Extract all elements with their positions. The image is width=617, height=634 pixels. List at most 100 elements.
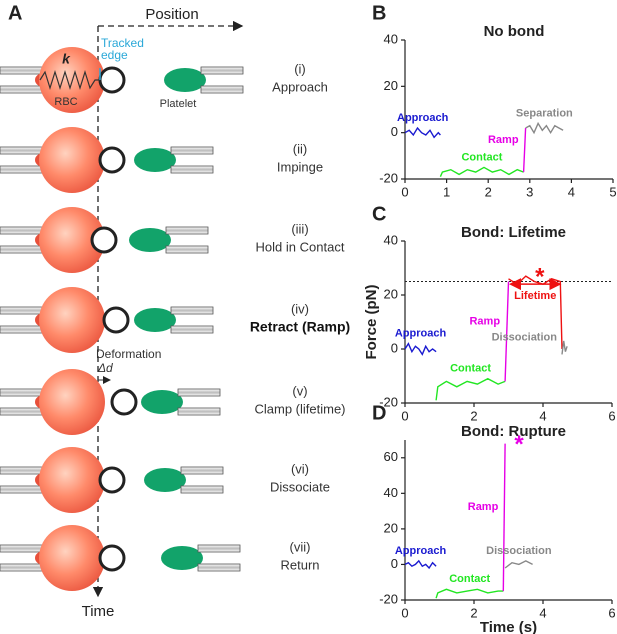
step-number: (v): [292, 383, 307, 398]
y-tick-label: 40: [384, 232, 398, 247]
pipette: [180, 466, 224, 475]
series-label: Dissociation: [486, 545, 552, 557]
platelet: [141, 390, 183, 414]
step-number: (ii): [293, 141, 307, 156]
series-label: Separation: [516, 107, 573, 119]
pipette: [0, 544, 43, 553]
step-label: Approach: [272, 79, 328, 94]
series-label: Approach: [397, 112, 449, 124]
x-axis-label: Time (s): [480, 619, 537, 634]
pipette: [180, 485, 224, 494]
pipette: [0, 466, 43, 475]
rbc: [39, 447, 105, 513]
pipette: [0, 485, 43, 494]
series-label: Approach: [395, 545, 447, 557]
platelet: [164, 68, 206, 92]
y-tick-label: -20: [379, 170, 398, 185]
force-trace: [439, 166, 524, 177]
spring-label: k: [62, 51, 71, 67]
x-tick-label: 2: [470, 605, 477, 620]
pipette: [170, 306, 214, 315]
step-label: Clamp (lifetime): [254, 401, 345, 416]
y-tick-label: 40: [384, 485, 398, 500]
pipette: [0, 146, 43, 155]
step-number: (vii): [290, 539, 311, 554]
platelet: [134, 308, 176, 332]
delta-label: Δd: [97, 361, 113, 375]
rbc: [39, 127, 105, 193]
pipette: [0, 226, 43, 235]
pipette: [165, 245, 209, 254]
y-tick-label: -20: [379, 394, 398, 409]
pipette: [0, 563, 43, 572]
pipette: [177, 407, 221, 416]
y-tick-label: 20: [384, 286, 398, 301]
panel-label: D: [372, 402, 386, 424]
x-tick-label: 5: [609, 184, 616, 199]
pipette: [0, 306, 43, 315]
platelet-label: Platelet: [160, 98, 197, 110]
force-trace: [435, 377, 506, 401]
y-axis-label: Force (pN): [363, 284, 380, 359]
y-tick-label: 0: [391, 556, 398, 571]
tracked-edge-label: edge: [101, 48, 128, 62]
rbc-label: RBC: [54, 96, 77, 108]
bead: [98, 146, 126, 174]
tracked-edge-label: Tracked: [101, 36, 144, 50]
series-label: Contact: [450, 363, 491, 375]
x-tick-label: 2: [485, 184, 492, 199]
step-label: Return: [280, 557, 319, 572]
x-tick-label: 3: [526, 184, 533, 199]
force-trace: [522, 127, 527, 173]
bead: [102, 306, 130, 334]
series-label: Contact: [461, 151, 502, 163]
pipette: [197, 563, 241, 572]
x-tick-label: 4: [539, 408, 546, 423]
force-trace: [525, 121, 564, 135]
panel-label: C: [372, 203, 386, 225]
panel-label: A: [8, 2, 22, 24]
panel-label: B: [372, 2, 386, 24]
step-label: Retract (Ramp): [250, 319, 350, 335]
pipette: [0, 388, 43, 397]
series-label: Ramp: [488, 134, 519, 146]
rbc: [39, 369, 105, 435]
step-number: (iii): [291, 221, 308, 236]
bead: [90, 226, 118, 254]
event-marker: *: [514, 431, 524, 458]
force-trace: [404, 342, 437, 356]
bead: [98, 544, 126, 572]
platelet: [161, 546, 203, 570]
x-tick-label: 4: [539, 605, 546, 620]
pipette: [0, 245, 43, 254]
pipette: [0, 165, 43, 174]
time-label: Time: [82, 603, 115, 620]
pipette: [170, 146, 214, 155]
x-tick-label: 0: [401, 605, 408, 620]
force-trace: [502, 443, 506, 592]
rbc: [39, 287, 105, 353]
y-tick-label: 0: [391, 124, 398, 139]
series-label: Dissociation: [492, 332, 558, 344]
chart-title: Bond: Lifetime: [461, 224, 566, 241]
force-trace: [435, 588, 504, 599]
chart-title: No bond: [484, 23, 545, 40]
force-trace: [561, 340, 568, 355]
pipette: [165, 226, 209, 235]
platelet: [134, 148, 176, 172]
x-tick-label: 0: [401, 184, 408, 199]
y-tick-label: 40: [384, 31, 398, 46]
platelet: [129, 228, 171, 252]
force-trace: [404, 126, 441, 139]
series-label: Approach: [395, 328, 447, 340]
series-label: Contact: [449, 573, 490, 585]
position-label: Position: [145, 6, 198, 23]
pipette: [170, 165, 214, 174]
x-tick-label: 1: [443, 184, 450, 199]
pipette: [177, 388, 221, 397]
schematic: A Position Time (i) Approach (ii) Impinge (iii)…: [0, 2, 350, 620]
x-tick-label: 4: [568, 184, 575, 199]
step-label: Dissociate: [270, 479, 330, 494]
pipette: [170, 325, 214, 334]
